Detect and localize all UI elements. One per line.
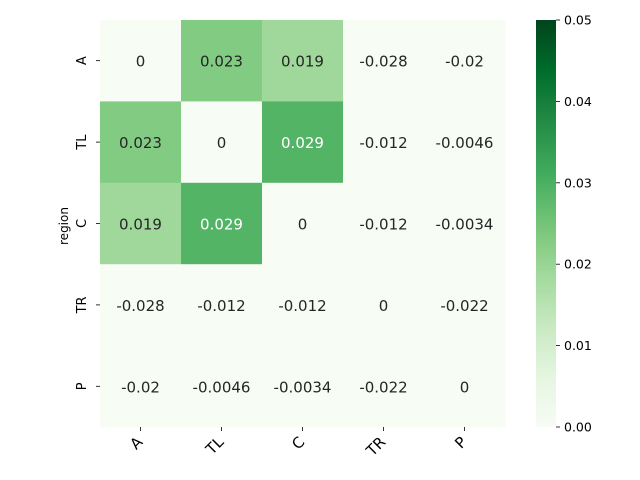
x-tick-label: TL xyxy=(201,433,227,459)
heatmap-cell-A-P xyxy=(424,20,506,102)
x-tick-label: TR xyxy=(362,433,389,460)
y-tick-label: TR xyxy=(75,296,90,314)
y-tick-label: P xyxy=(75,382,90,390)
cell-value-label: -0.012 xyxy=(359,216,407,234)
x-axis: A TL C TR P xyxy=(126,427,470,460)
x-tick-label: C xyxy=(288,433,308,453)
heatmap-cell-P-A xyxy=(100,345,182,428)
cell-value-label: 0 xyxy=(460,378,470,396)
colorbar-tick-label: 0.01 xyxy=(564,338,592,353)
heatmap-cell-A-TR xyxy=(343,20,425,102)
heatmap-cell-TL-A xyxy=(100,101,182,184)
cell-value-label: -0.0046 xyxy=(436,134,494,152)
colorbar-ticks: 0.00 0.01 0.02 0.03 0.04 0.05 xyxy=(556,13,592,435)
heatmap-cell-TR-TR xyxy=(343,264,425,347)
heatmap-cell-TR-C xyxy=(262,264,344,347)
cell-value-label: -0.012 xyxy=(359,134,407,152)
colorbar xyxy=(536,20,556,427)
heatmap-cell-P-C xyxy=(262,345,344,428)
cell-value-label: 0.023 xyxy=(119,134,162,152)
heatmap-cell-A-TL xyxy=(181,20,263,102)
cell-value-label: 0.029 xyxy=(281,134,324,152)
heatmap-cell-TL-TR xyxy=(343,101,425,184)
cell-value-label: -0.028 xyxy=(359,53,407,71)
heatmap-cell-TL-P xyxy=(424,101,506,184)
cell-value-label: 0.019 xyxy=(119,216,162,234)
x-tick-label: A xyxy=(126,433,147,454)
x-tick-label: P xyxy=(451,433,470,452)
heatmap-cell-C-A xyxy=(100,182,182,265)
heatmap-cell-TL-C xyxy=(262,101,344,184)
heatmap-cell-A-C xyxy=(262,20,344,102)
cell-value-label: -0.012 xyxy=(197,297,245,315)
y-axis-label: region xyxy=(57,207,71,245)
colorbar-tick-label: 0.05 xyxy=(564,13,592,28)
heatmap-cell-P-TR xyxy=(343,345,425,428)
colorbar-tick-label: 0.02 xyxy=(564,257,592,272)
cell-value-label: 0 xyxy=(379,297,389,315)
y-tick-label: A xyxy=(75,56,90,65)
heatmap-cells xyxy=(100,20,506,428)
cell-value-label: 0 xyxy=(298,216,308,234)
cell-value-label: -0.022 xyxy=(359,378,407,396)
cell-value-label: -0.0034 xyxy=(274,378,332,396)
cell-value-label: -0.012 xyxy=(278,297,326,315)
cell-value-label: -0.02 xyxy=(121,378,160,396)
y-tick-label: C xyxy=(75,219,90,228)
heatmap-cell-C-TL xyxy=(181,182,263,265)
heatmap-cell-C-P xyxy=(424,182,506,265)
heatmap-cell-TR-A xyxy=(100,264,182,347)
cell-value-label: -0.0034 xyxy=(436,216,494,234)
y-axis: A TL C TR P xyxy=(75,56,100,390)
cell-value-label: 0.023 xyxy=(200,53,243,71)
heatmap-cell-TL-TL xyxy=(181,101,263,184)
cell-value-label: 0 xyxy=(136,53,146,71)
colorbar-tick-label: 0.04 xyxy=(564,94,592,109)
colorbar-tick-label: 0.03 xyxy=(564,175,592,190)
cell-value-label: -0.028 xyxy=(116,297,164,315)
cell-value-label: -0.02 xyxy=(445,53,484,71)
heatmap-cell-P-P xyxy=(424,345,506,428)
cell-value-label: 0.019 xyxy=(281,53,324,71)
heatmap-cell-TR-P xyxy=(424,264,506,347)
cell-value-label: 0 xyxy=(217,134,227,152)
heatmap-cell-C-TR xyxy=(343,182,425,265)
heatmap-cell-P-TL xyxy=(181,345,263,428)
colorbar-tick-label: 0.00 xyxy=(564,420,592,435)
cell-value-label: 0.029 xyxy=(200,216,243,234)
y-tick-label: TL xyxy=(75,134,90,151)
heatmap-cell-C-C xyxy=(262,182,344,265)
heatmap-cell-A-A xyxy=(100,20,182,102)
heatmap-cell-TR-TL xyxy=(181,264,263,347)
cell-value-label: -0.022 xyxy=(440,297,488,315)
heatmap-cell-labels: 0 0.023 0.019 -0.028 -0.02 0.023 0 0.029 -0.012 -… xyxy=(116,53,493,397)
cell-value-label: -0.0046 xyxy=(193,378,251,396)
